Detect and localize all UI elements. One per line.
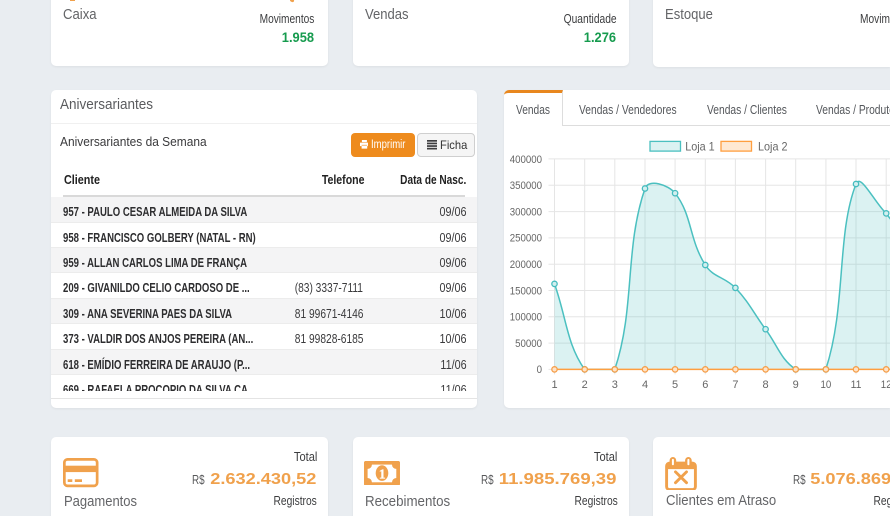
svg-text:1: 1: [379, 466, 386, 481]
svg-text:300000: 300000: [509, 206, 541, 218]
svg-text:1: 1: [551, 379, 557, 391]
svg-text:2: 2: [581, 379, 587, 391]
svg-text:Loja 1: Loja 1: [685, 139, 715, 153]
svg-text:200000: 200000: [509, 259, 541, 271]
svg-text:4: 4: [641, 379, 647, 391]
svg-text:6: 6: [702, 379, 708, 391]
svg-text:250000: 250000: [509, 233, 541, 245]
svg-text:8: 8: [762, 379, 768, 391]
svg-text:5: 5: [672, 379, 678, 391]
svg-text:0: 0: [536, 364, 541, 376]
svg-text:7: 7: [732, 379, 738, 391]
svg-text:150000: 150000: [509, 285, 541, 297]
svg-text:10: 10: [820, 379, 831, 391]
svg-text:50000: 50000: [515, 338, 542, 350]
svg-text:9: 9: [792, 379, 798, 391]
svg-text:12: 12: [880, 379, 890, 391]
svg-text:3: 3: [611, 379, 617, 391]
svg-text:350000: 350000: [509, 180, 541, 192]
svg-text:400000: 400000: [509, 154, 541, 166]
svg-text:100000: 100000: [509, 312, 541, 324]
svg-text:11: 11: [850, 379, 861, 391]
svg-text:Loja 2: Loja 2: [758, 139, 788, 153]
